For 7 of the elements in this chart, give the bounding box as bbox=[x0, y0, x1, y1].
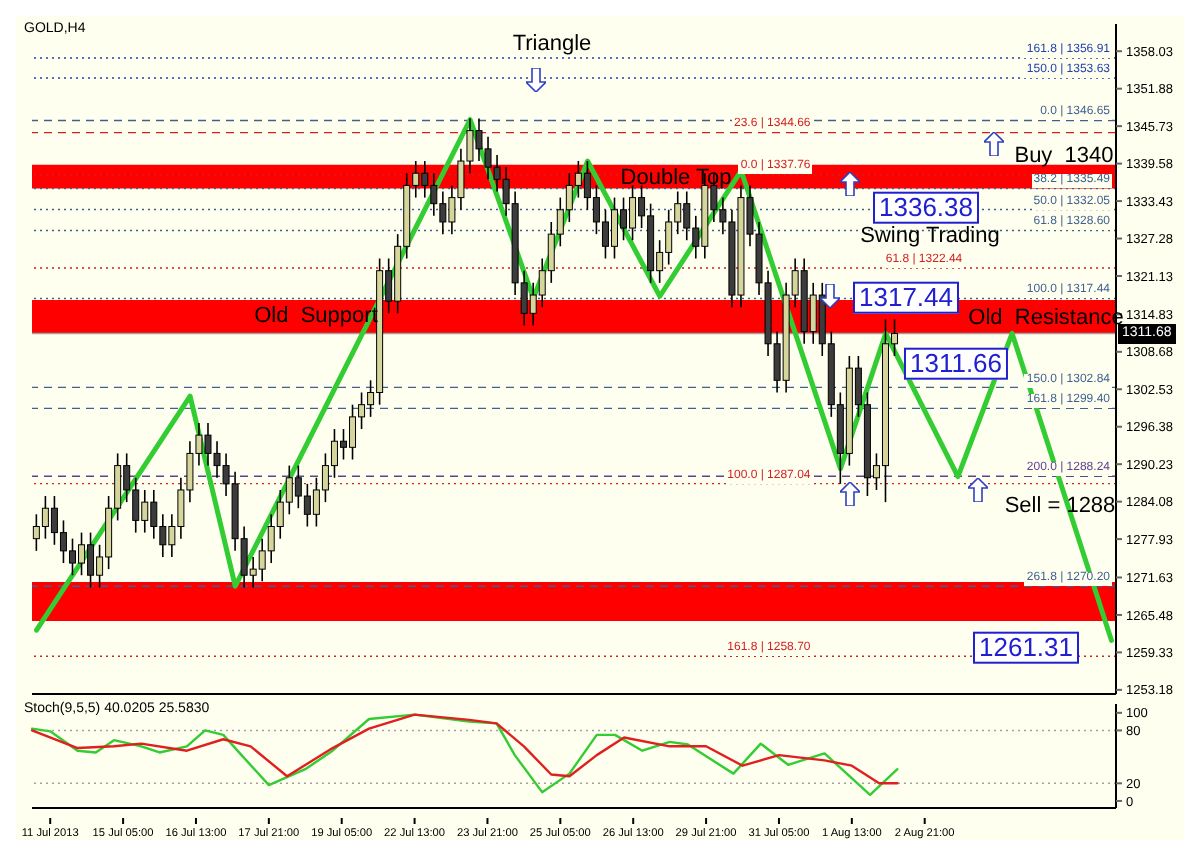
annotation: 1336.38 bbox=[873, 191, 979, 225]
annotation: Buy 1340 bbox=[1014, 143, 1114, 169]
annotation: 1311.66 bbox=[903, 347, 1009, 381]
annotation: Triangle bbox=[512, 31, 592, 57]
annotation: Swing Trading bbox=[860, 223, 1000, 249]
annotation: 1317.44 bbox=[853, 281, 959, 315]
annotation: 1261.31 bbox=[973, 631, 1079, 665]
